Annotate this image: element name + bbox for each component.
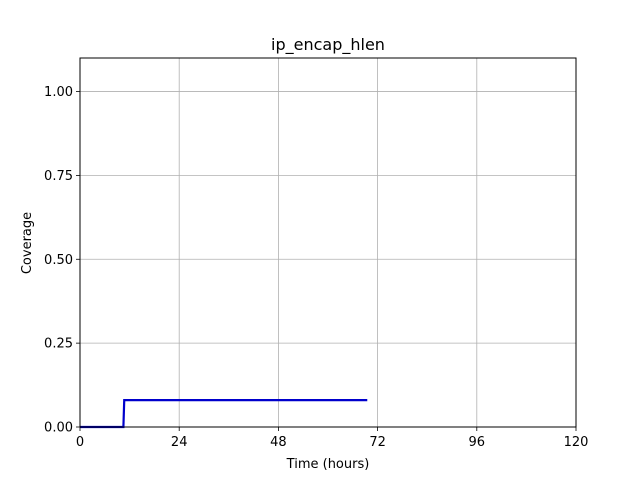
x-tick-label: 72 xyxy=(369,435,386,450)
plot-frame xyxy=(79,57,577,428)
x-ticks: 0 24 48 72 96 120 xyxy=(76,427,589,450)
y-tick-label: 0.25 xyxy=(44,337,73,352)
chart-title: ip_encap_hlen xyxy=(271,35,385,55)
series-layer xyxy=(80,399,368,429)
x-tick-label: 96 xyxy=(469,435,486,450)
x-tick-label: 24 xyxy=(171,435,188,450)
x-axis-label: Time (hours) xyxy=(286,457,370,472)
y-tick-label: 0.50 xyxy=(44,253,73,268)
y-tick-label: 1.00 xyxy=(44,85,73,100)
y-axis-label: Coverage xyxy=(20,212,35,274)
series-line xyxy=(80,399,368,429)
x-tick-label: 120 xyxy=(564,435,589,450)
x-tick-label: 48 xyxy=(270,435,287,450)
x-tick-label: 0 xyxy=(76,435,84,450)
y-tick-label: 0.00 xyxy=(44,421,73,436)
grid-lines xyxy=(79,58,577,428)
y-ticks: 0.00 0.25 0.50 0.75 1.00 xyxy=(44,85,80,436)
y-tick-label: 0.75 xyxy=(44,169,73,184)
